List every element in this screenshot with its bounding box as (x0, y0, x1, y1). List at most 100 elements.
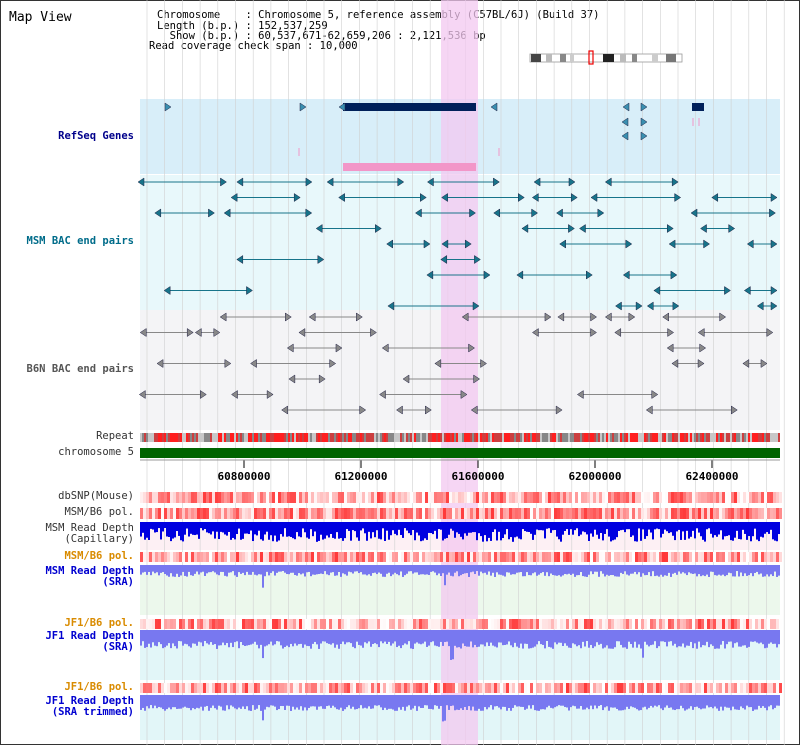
repeat-block (464, 433, 466, 442)
jf1-pol-trimmed-cell (254, 683, 257, 693)
msm-depth-sra-bar (732, 565, 734, 577)
msm-depth-cap-bar (190, 522, 192, 534)
jf1-pol-trimmed-cell (257, 683, 260, 693)
jf1-pol-trimmed-cell (650, 683, 653, 693)
jf1-depth-trim-bar (314, 695, 316, 707)
jf1-pol-cell (533, 619, 536, 629)
msm-pol-sra-cell (152, 552, 155, 562)
repeat-block (432, 433, 434, 442)
msm-pol-cell (410, 508, 413, 519)
jf1-depth-trim-bar (248, 695, 250, 711)
msm-depth-cap-bar (150, 522, 152, 529)
msm-depth-cap-bar (666, 522, 668, 532)
jf1-pol-cell (272, 619, 275, 629)
b6n-bac-pair-end (286, 343, 294, 353)
msm-depth-sra-bar (492, 565, 494, 573)
jf1-depth-trim-bar (380, 695, 382, 708)
repeat-block (372, 433, 374, 442)
msm-depth-sra-bar (440, 565, 442, 576)
jf1-b6-pol-trimmed-label[interactable]: JF1/B6 pol. (64, 681, 134, 693)
repeat-block (748, 433, 750, 442)
msm-depth-sra-bar (536, 565, 538, 576)
jf1-depth-trim-bar (340, 695, 342, 708)
dbsnp-cell (152, 492, 155, 503)
jf1-depth-sra-bar (188, 630, 190, 647)
repeat-block (662, 433, 664, 442)
msm-depth-cap-bar (758, 522, 760, 542)
b6n-bac-label[interactable]: B6N BAC end pairs (26, 363, 134, 375)
jf1-depth-sra-bar (374, 630, 376, 644)
repeat-block (344, 433, 346, 442)
jf1-depth-trimmed-label[interactable]: JF1 Read Depth (SRA trimmed) (45, 695, 134, 718)
jf1-depth-sra-bar (298, 630, 300, 645)
jf1-depth-sra-bar (430, 630, 432, 643)
jf1-depth-sra-bar (394, 630, 396, 642)
b6n-bac-pair-end (318, 374, 326, 384)
jf1-depth-sra-bar (628, 630, 630, 642)
msm-depth-cap-bar (608, 522, 610, 537)
jf1-pol-cell (449, 619, 452, 629)
msm-b6-pol-label[interactable]: MSM/B6 pol. (64, 506, 134, 518)
repeat-block (194, 433, 196, 442)
msm-depth-sra-bar (140, 565, 142, 575)
repeat-block (538, 433, 540, 442)
msm-pol-cell (713, 508, 716, 519)
repeat-block (202, 433, 204, 442)
msm-depth-cap-bar (490, 522, 492, 541)
msm-pol-sra-cell (404, 552, 407, 562)
msm-depth-sra-bar (702, 565, 704, 576)
jf1-depth-trim-bar (548, 695, 550, 706)
msm-pol-sra-cell (254, 552, 257, 562)
msm-b6-pol-sra-label[interactable]: MSM/B6 pol. (64, 550, 134, 562)
chromosome-bar (140, 448, 780, 458)
msm-pol-cell (734, 508, 737, 519)
msm-pol-cell (698, 508, 701, 519)
msm-pol-cell (494, 508, 497, 519)
jf1-depth-sra-bar (484, 630, 486, 647)
jf1-depth-sra-bar (662, 630, 664, 642)
msm-depth-capillary-label[interactable]: MSM Read Depth (Capillary) (45, 522, 134, 545)
jf1-depth-sra-bar (308, 630, 310, 647)
jf1-pol-trimmed-cell (281, 683, 284, 693)
jf1-depth-trim-bar (378, 695, 380, 706)
jf1-depth-trim-bar (622, 695, 624, 711)
jf1-depth-trim-bar (394, 695, 396, 711)
jf1-depth-sra-bar (400, 630, 402, 649)
msm-depth-sra-bar (310, 565, 312, 577)
jf1-depth-trim-bar (572, 695, 574, 706)
jf1-pol-cell (776, 619, 779, 629)
repeat-block (606, 433, 608, 442)
msm-bac-label[interactable]: MSM BAC end pairs (26, 235, 134, 247)
msm-pol-cell (341, 508, 344, 519)
refseq-genes-label[interactable]: RefSeq Genes (58, 130, 134, 142)
jf1-depth-trim-bar (574, 695, 576, 707)
jf1-depth-sra-label[interactable]: JF1 Read Depth (SRA) (45, 630, 134, 653)
ideogram-band (560, 54, 566, 62)
jf1-depth-sra-bar (650, 630, 652, 646)
jf1-depth-sra-bar (312, 630, 314, 644)
jf1-depth-trim-bar (754, 695, 756, 710)
msm-depth-cap-bar (704, 522, 706, 542)
jf1-depth-trim-bar (456, 695, 458, 710)
msm-bac-pair-end (338, 193, 345, 202)
jf1-depth-trim-bar (302, 695, 304, 711)
msm-depth-sra-label[interactable]: MSM Read Depth (SRA) (45, 565, 134, 588)
msm-bac-pair-end (493, 177, 500, 187)
repeat-block (468, 433, 470, 442)
msm-depth-sra-bar (294, 565, 296, 575)
msm-bac-pair-end (666, 224, 674, 233)
jf1-pol-cell (146, 619, 149, 629)
jf1-pol-cell (674, 619, 677, 629)
jf1-b6-pol-label[interactable]: JF1/B6 pol. (64, 617, 134, 629)
msm-pol-sra-cell (470, 552, 473, 562)
jf1-pol-cell (188, 619, 191, 629)
jf1-depth-sra-bar (520, 630, 522, 644)
msm-depth-cap-bar (548, 522, 550, 529)
refseq-strand-marker (164, 102, 172, 112)
msm-pol-sra-cell (464, 552, 467, 562)
msm-pol-cell (701, 508, 704, 519)
dbsnp-label[interactable]: dbSNP(Mouse) (58, 490, 134, 502)
msm-depth-sra-bar (442, 565, 444, 574)
msm-pol-sra-cell (662, 552, 665, 562)
